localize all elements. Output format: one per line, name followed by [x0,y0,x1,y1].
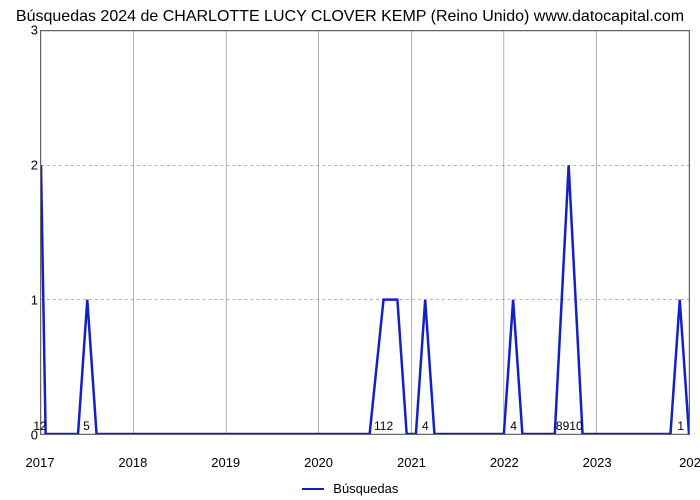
chart-svg [41,31,689,434]
data-value-label: 1 [677,419,684,433]
x-tick-label: 2021 [397,455,426,470]
data-value-label: 4 [422,419,429,433]
data-value-label: 4 [510,419,517,433]
plot-area [40,30,690,435]
legend-label: Búsquedas [333,481,398,496]
x-tick-label: 2018 [118,455,147,470]
x-tick-label: 2023 [583,455,612,470]
y-tick-label: 1 [8,293,38,308]
data-value-label: 5 [83,419,90,433]
legend-swatch [302,488,324,490]
data-value-label: 112 [374,419,393,433]
legend: Búsquedas [0,480,700,496]
x-tick-label: 2019 [211,455,240,470]
x-tick-label: 2020 [304,455,333,470]
y-tick-label: 3 [8,23,38,38]
data-value-label: 8910 [556,419,583,433]
x-tick-label: 202 [679,455,700,470]
data-value-label: 12 [33,419,46,433]
chart-title: Búsquedas 2024 de CHARLOTTE LUCY CLOVER … [0,8,700,26]
x-tick-label: 2017 [26,455,55,470]
x-tick-label: 2022 [490,455,519,470]
y-tick-label: 2 [8,158,38,173]
